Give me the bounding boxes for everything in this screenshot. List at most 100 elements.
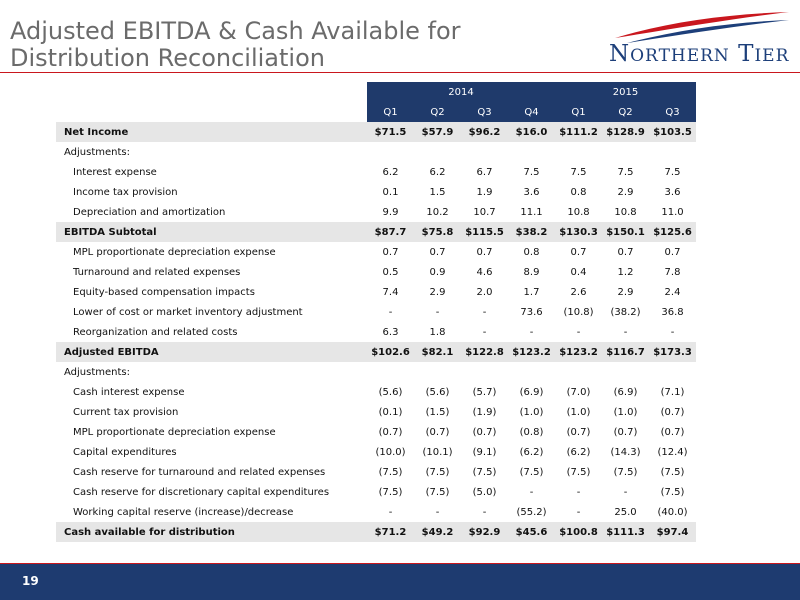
cell-value: 7.5: [523, 166, 540, 178]
cell-value: $173.3: [649, 342, 696, 362]
cell-value: 10.8: [614, 206, 637, 218]
table-row: Adjusted EBITDA $102.6 $82.1 $122.8 $123.2 $1…: [56, 342, 696, 362]
cell-value: 0.7: [617, 246, 634, 258]
cell-value: (6.9): [613, 386, 638, 398]
cell-value: 3.6: [523, 186, 540, 198]
cell-value: 10.7: [473, 206, 496, 218]
cell-value: (0.1): [378, 406, 403, 418]
cell-value: (5.6): [425, 386, 450, 398]
cell-value: (14.3): [610, 446, 641, 458]
cell-value: (0.7): [425, 426, 450, 438]
page-number: 19: [22, 574, 39, 588]
cell-value: -: [623, 486, 628, 498]
cell-value: 0.5: [382, 266, 399, 278]
cell-value: $100.8: [555, 522, 602, 542]
cell-value: 1.7: [523, 286, 540, 298]
table-row: Adjustments:: [56, 142, 696, 162]
cell-value: -: [388, 506, 393, 518]
cell-value: $45.6: [508, 522, 555, 542]
row-label: Lower of cost or market inventory adjust…: [73, 306, 303, 318]
cell-value: (0.7): [660, 406, 685, 418]
cell-value: 0.7: [476, 246, 493, 258]
cell-value: (6.9): [519, 386, 544, 398]
cell-value: (0.7): [378, 426, 403, 438]
cell-value: (0.7): [472, 426, 497, 438]
cell-value: [555, 142, 602, 162]
table-row: Cash available for distribution $71.2 $49.…: [56, 522, 696, 542]
cell-value: $130.3: [555, 222, 602, 242]
cell-value: (0.8): [519, 426, 544, 438]
cell-value: (7.5): [566, 466, 591, 478]
table-row: Interest expense 6.2 6.2 6.7 7.5 7.5 7.5 7.5: [56, 162, 696, 182]
cell-value: (7.5): [472, 466, 497, 478]
row-label: EBITDA Subtotal: [56, 222, 367, 242]
cell-value: 2.0: [476, 286, 493, 298]
cell-value: -: [435, 506, 440, 518]
cell-value: (7.5): [660, 466, 685, 478]
table-row: Net Income $71.5 $57.9 $96.2 $16.0 $111.2 $128…: [56, 122, 696, 142]
cell-value: (40.0): [657, 506, 688, 518]
cell-value: (10.0): [375, 446, 406, 458]
cell-value: (55.2): [516, 506, 547, 518]
cell-value: 0.7: [382, 246, 399, 258]
cell-value: (6.2): [566, 446, 591, 458]
cell-value: 10.2: [426, 206, 449, 218]
row-label: MPL proportionate depreciation expense: [73, 426, 276, 438]
cell-value: 0.1: [382, 186, 399, 198]
cell-value: $57.9: [414, 122, 461, 142]
cell-value: (7.5): [613, 466, 638, 478]
cell-value: 6.2: [382, 166, 399, 178]
cell-value: 6.3: [382, 326, 399, 338]
cell-value: [367, 142, 414, 162]
cell-value: 2.9: [617, 286, 634, 298]
cell-value: (7.5): [425, 486, 450, 498]
cell-value: [555, 362, 602, 382]
cell-value: $82.1: [414, 342, 461, 362]
table-row: Equity-based compensation impacts 7.4 2.9 2…: [56, 282, 696, 302]
cell-value: (7.1): [660, 386, 685, 398]
cell-value: (7.0): [566, 386, 591, 398]
cell-value: (7.5): [519, 466, 544, 478]
cell-value: $102.6: [367, 342, 414, 362]
cell-value: [508, 142, 555, 162]
quarter-header: Q4: [508, 102, 555, 122]
cell-value: 36.8: [661, 306, 684, 318]
table-row: Depreciation and amortization 9.9 10.2 10.7…: [56, 202, 696, 222]
quarter-header: Q1: [367, 102, 414, 122]
row-label: Interest expense: [73, 166, 157, 178]
table-row: Cash reserve for turnaround and related …: [56, 462, 696, 482]
cell-value: (1.5): [425, 406, 450, 418]
cell-value: 1.8: [429, 326, 446, 338]
cell-value: 0.7: [570, 246, 587, 258]
cell-value: (1.0): [519, 406, 544, 418]
cell-value: -: [482, 506, 487, 518]
cell-value: 1.5: [429, 186, 446, 198]
cell-value: $111.2: [555, 122, 602, 142]
quarter-header: Q1: [555, 102, 602, 122]
cell-value: [461, 142, 508, 162]
cell-value: $96.2: [461, 122, 508, 142]
row-label: Cash reserve for turnaround and related …: [73, 466, 326, 478]
row-label: Turnaround and related expenses: [73, 266, 241, 278]
cell-value: 0.8: [570, 186, 587, 198]
quarter-header-row: Q1 Q2 Q3 Q4 Q1 Q2 Q3: [56, 102, 696, 122]
row-label: Capital expenditures: [73, 446, 177, 458]
row-label: MPL proportionate depreciation expense: [73, 246, 276, 258]
cell-value: 9.9: [382, 206, 399, 218]
quarter-header: Q3: [649, 102, 696, 122]
cell-value: $92.9: [461, 522, 508, 542]
cell-value: -: [529, 486, 534, 498]
cell-value: (6.2): [519, 446, 544, 458]
cell-value: [602, 142, 649, 162]
cell-value: (1.9): [472, 406, 497, 418]
year-header-2015: 2015: [555, 82, 696, 102]
quarter-header: Q3: [461, 102, 508, 122]
title-divider: [0, 72, 800, 73]
cell-value: -: [529, 326, 534, 338]
row-label: Depreciation and amortization: [73, 206, 226, 218]
cell-value: 2.4: [664, 286, 681, 298]
cell-value: 7.5: [617, 166, 634, 178]
table-row: Cash interest expense (5.6) (5.6) (5.7) (6.9…: [56, 382, 696, 402]
cell-value: (7.5): [378, 486, 403, 498]
footer-bar: 19: [0, 564, 800, 600]
